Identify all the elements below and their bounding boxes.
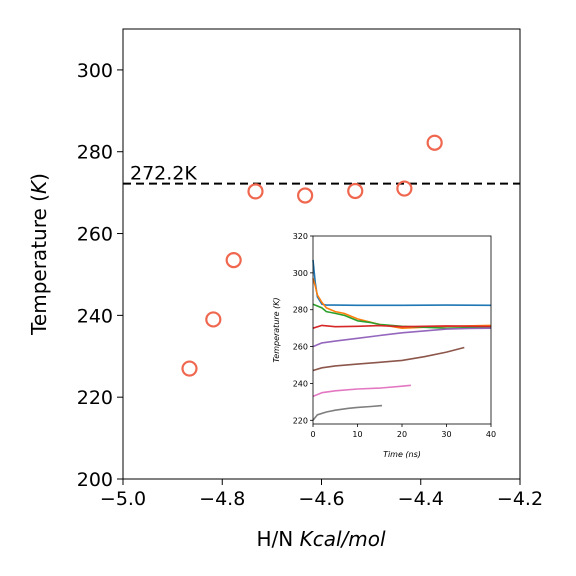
inset-y-ticks: 220 240 260 280 300 320 — [293, 232, 313, 425]
main-y-tick-label: 300 — [77, 60, 113, 82]
inset-x-ticks: 0 10 20 30 40 — [310, 424, 496, 439]
main-y-axis-label: Temperature (K) — [27, 173, 51, 336]
inset-series-line — [312, 327, 492, 348]
inset-x-tick-label: 30 — [441, 430, 451, 439]
main-x-ticks: −5.0 −4.8 −4.6 −4.4 −4.2 — [100, 479, 543, 510]
main-x-tick-label: −4.2 — [497, 488, 543, 510]
main-y-tick-label: 240 — [77, 305, 113, 327]
inset-x-tick-label: 0 — [310, 430, 315, 439]
main-y-tick-label: 260 — [77, 224, 113, 246]
main-x-tick-label: −4.8 — [199, 488, 245, 510]
main-y-tick-label: 200 — [77, 469, 113, 491]
inset-y-tick-label: 220 — [293, 416, 308, 425]
inset-x-axis-label: Time (ns) — [383, 450, 421, 459]
scatter-point — [247, 183, 264, 200]
inset-series-line — [312, 384, 411, 398]
reference-line-group: 272.2K — [123, 163, 520, 185]
inset-series-line — [312, 324, 492, 329]
inset-series-line — [312, 404, 383, 421]
main-x-tick-label: −4.4 — [398, 488, 444, 510]
main-x-tick-label: −4.6 — [298, 488, 344, 510]
scatter-point — [347, 182, 364, 200]
scatter-point — [297, 187, 314, 204]
main-x-tick-label: −5.0 — [100, 488, 146, 510]
inset-series-line — [312, 346, 465, 372]
main-y-tick-label: 220 — [77, 387, 113, 409]
scatter-point — [426, 134, 443, 151]
main-y-tick-label: 280 — [77, 142, 113, 164]
inset-series — [312, 259, 492, 421]
scatter-point — [396, 180, 413, 197]
inset-y-tick-label: 260 — [293, 343, 308, 352]
main-y-ticks: 200 220 240 260 280 300 — [77, 60, 123, 491]
inset-x-tick-label: 10 — [352, 430, 362, 439]
inset-x-tick-label: 20 — [397, 430, 407, 439]
scatter-point — [181, 360, 198, 377]
main-points — [181, 134, 443, 377]
inset-y-tick-label: 300 — [293, 269, 308, 278]
scatter-point — [225, 252, 242, 269]
main-x-axis-label: H/N Kcal/mol — [256, 527, 385, 551]
reference-line-label: 272.2K — [130, 163, 197, 185]
scatter-point — [205, 311, 222, 328]
inset-y-tick-label: 280 — [293, 306, 308, 315]
inset-series-line — [312, 278, 492, 330]
inset-y-axis-label: Temperature (K) — [272, 297, 281, 362]
inset-y-tick-label: 240 — [293, 379, 308, 388]
inset-y-tick-label: 320 — [293, 232, 308, 241]
inset-plot-background — [313, 236, 491, 424]
inset-x-tick-label: 40 — [486, 430, 496, 439]
